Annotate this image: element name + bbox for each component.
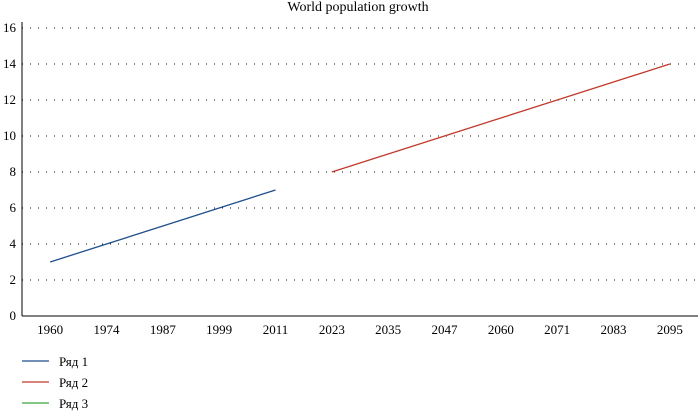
x-tick-label: 1999	[206, 322, 232, 337]
legend-label: Ряд 3	[59, 396, 88, 411]
x-tick-label: 2047	[432, 322, 459, 337]
series-line	[49, 189, 276, 263]
y-tick-label: 0	[10, 308, 17, 323]
axes	[21, 22, 698, 317]
y-tick-label: 16	[3, 20, 17, 35]
series-line	[331, 63, 671, 173]
legend-item: Ряд 1	[22, 354, 88, 369]
x-tick-label: 1960	[37, 322, 63, 337]
x-tick-label: 2011	[263, 322, 289, 337]
x-tick-label: 2095	[657, 322, 683, 337]
legend: Ряд 1 Ряд 2 Ряд 3	[22, 354, 88, 411]
x-axis-ticks: 1960 1974 1987 1999 2011 2023 2035 2047 2060 2071…	[37, 322, 683, 337]
x-tick-label: 1987	[150, 322, 177, 337]
y-axis-ticks: 0 2 4 6 8 10 12 14 16	[3, 20, 17, 323]
y-tick-label: 6	[10, 200, 17, 215]
series-lines	[49, 63, 671, 263]
x-tick-label: 1974	[94, 322, 121, 337]
y-tick-label: 4	[10, 236, 17, 251]
x-tick-label: 2060	[488, 322, 514, 337]
x-tick-label: 2023	[319, 322, 345, 337]
gridlines	[22, 27, 698, 281]
legend-label: Ряд 1	[59, 354, 88, 369]
y-tick-label: 14	[3, 56, 17, 71]
legend-item: Ряд 2	[22, 375, 88, 390]
legend-item: Ряд 3	[22, 396, 88, 411]
y-tick-label: 12	[3, 92, 16, 107]
legend-label: Ряд 2	[59, 375, 88, 390]
x-tick-label: 2083	[601, 322, 627, 337]
y-tick-label: 10	[3, 128, 16, 143]
x-tick-label: 2035	[375, 322, 401, 337]
chart-title: World population growth	[287, 0, 428, 15]
y-tick-label: 8	[10, 164, 17, 179]
x-tick-label: 2071	[544, 322, 570, 337]
y-tick-label: 2	[10, 272, 17, 287]
